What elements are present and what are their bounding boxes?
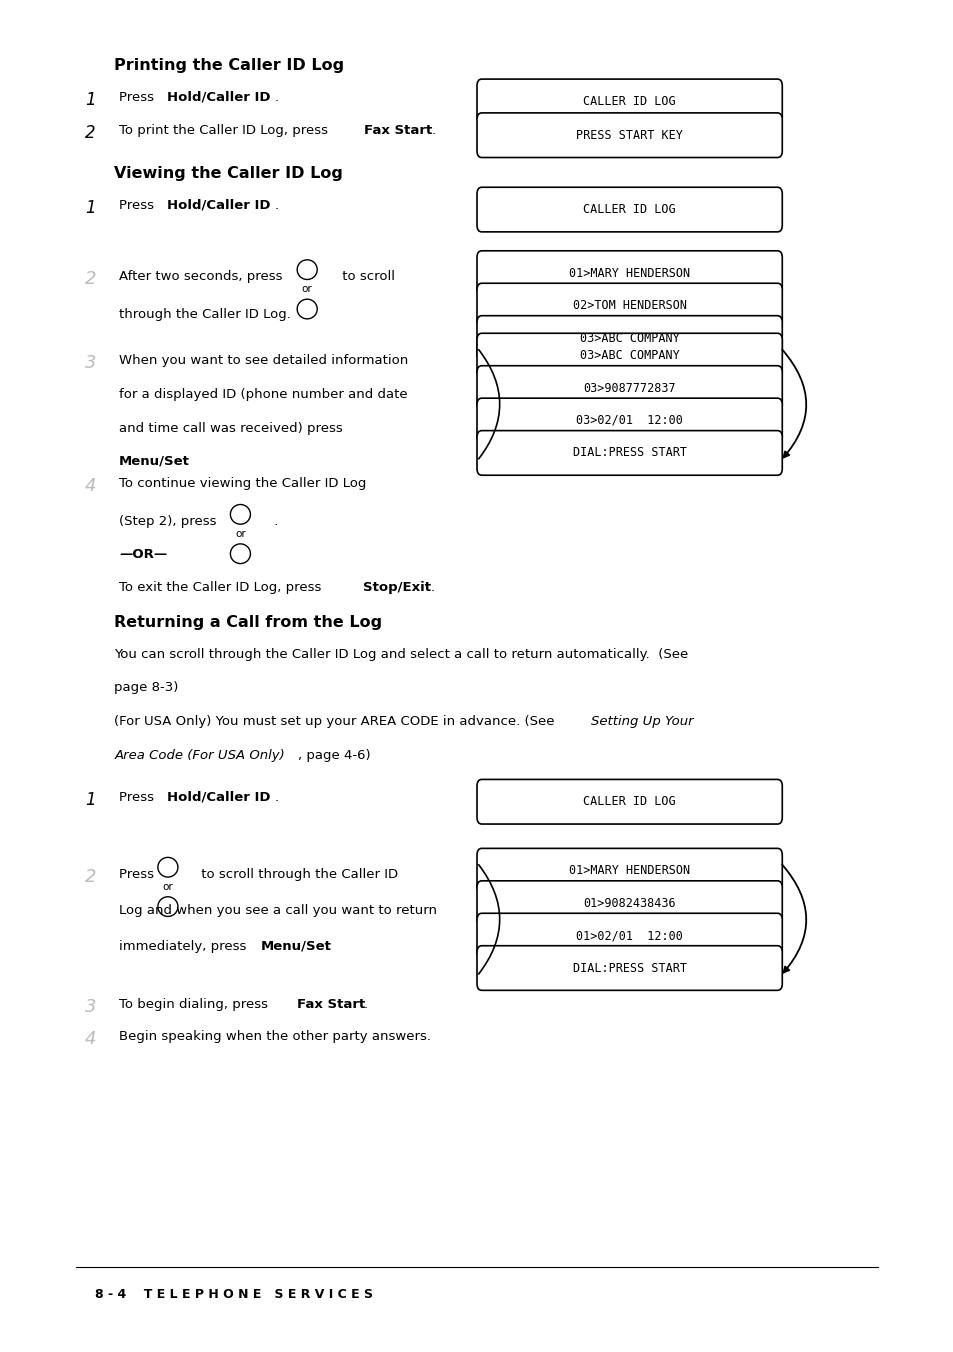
Text: —OR—: —OR— — [119, 548, 168, 561]
Text: 8 - 4    T E L E P H O N E   S E R V I C E S: 8 - 4 T E L E P H O N E S E R V I C E S — [95, 1288, 373, 1302]
FancyBboxPatch shape — [476, 849, 781, 894]
Text: Press: Press — [119, 91, 158, 104]
Ellipse shape — [297, 260, 316, 280]
Text: PRESS START KEY: PRESS START KEY — [576, 128, 682, 142]
Text: Area Code (For USA Only): Area Code (For USA Only) — [114, 749, 285, 763]
Text: 2: 2 — [85, 124, 96, 142]
FancyBboxPatch shape — [476, 333, 781, 379]
Ellipse shape — [157, 857, 177, 877]
Text: or: or — [301, 284, 313, 295]
Text: Returning a Call from the Log: Returning a Call from the Log — [114, 615, 382, 630]
Text: 03>ABC COMPANY: 03>ABC COMPANY — [579, 349, 679, 362]
Text: 01>MARY HENDERSON: 01>MARY HENDERSON — [569, 864, 689, 877]
Text: .: . — [274, 791, 278, 804]
Text: (Step 2), press: (Step 2), press — [119, 515, 216, 529]
Text: Log and when you see a call you want to return: Log and when you see a call you want to … — [119, 904, 436, 918]
Text: You can scroll through the Caller ID Log and select a call to return automatical: You can scroll through the Caller ID Log… — [114, 648, 688, 661]
Text: 2: 2 — [85, 868, 96, 886]
Text: immediately, press: immediately, press — [119, 940, 251, 953]
Text: Hold/Caller ID: Hold/Caller ID — [167, 791, 270, 804]
Ellipse shape — [231, 504, 250, 525]
Text: 3: 3 — [85, 998, 96, 1015]
Text: .: . — [184, 454, 188, 468]
Text: through the Caller ID Log.: through the Caller ID Log. — [119, 308, 291, 322]
Text: or: or — [234, 529, 246, 539]
Text: When you want to see detailed information: When you want to see detailed informatio… — [119, 354, 408, 368]
Text: To continue viewing the Caller ID Log: To continue viewing the Caller ID Log — [119, 477, 366, 491]
Text: 01>9082438436: 01>9082438436 — [582, 896, 676, 910]
Text: DIAL:PRESS START: DIAL:PRESS START — [572, 961, 686, 975]
Text: 2: 2 — [85, 270, 96, 288]
Text: 1: 1 — [85, 199, 96, 216]
Text: to scroll through the Caller ID: to scroll through the Caller ID — [197, 868, 398, 882]
Text: To begin dialing, press: To begin dialing, press — [119, 998, 273, 1011]
Text: Press: Press — [119, 199, 158, 212]
Text: and time call was received) press: and time call was received) press — [119, 422, 343, 435]
FancyBboxPatch shape — [476, 283, 781, 327]
Text: 1: 1 — [85, 791, 96, 808]
Ellipse shape — [297, 299, 316, 319]
Text: 3: 3 — [85, 354, 96, 372]
Text: Hold/Caller ID: Hold/Caller ID — [167, 199, 270, 212]
Text: Menu/Set: Menu/Set — [119, 454, 190, 468]
Text: Printing the Caller ID Log: Printing the Caller ID Log — [114, 58, 344, 73]
FancyBboxPatch shape — [476, 914, 781, 959]
Text: 03>9087772837: 03>9087772837 — [582, 381, 676, 395]
Text: 01>MARY HENDERSON: 01>MARY HENDERSON — [569, 266, 689, 280]
FancyBboxPatch shape — [476, 365, 781, 411]
Text: Press: Press — [119, 868, 158, 882]
Text: .: . — [363, 998, 367, 1011]
Text: 01>02/01  12:00: 01>02/01 12:00 — [576, 929, 682, 942]
Text: Stop/Exit: Stop/Exit — [362, 581, 430, 595]
FancyBboxPatch shape — [476, 946, 781, 991]
Text: To exit the Caller ID Log, press: To exit the Caller ID Log, press — [119, 581, 326, 595]
Text: Viewing the Caller ID Log: Viewing the Caller ID Log — [114, 166, 343, 181]
Text: 4: 4 — [85, 477, 96, 495]
Text: Press: Press — [119, 791, 158, 804]
Text: .: . — [274, 199, 278, 212]
Text: .: . — [274, 91, 278, 104]
Text: Fax Start: Fax Start — [296, 998, 365, 1011]
Text: DIAL:PRESS START: DIAL:PRESS START — [572, 446, 686, 460]
Text: To print the Caller ID Log, press: To print the Caller ID Log, press — [119, 124, 333, 138]
FancyBboxPatch shape — [476, 882, 781, 926]
FancyBboxPatch shape — [476, 187, 781, 233]
Text: (For USA Only) You must set up your AREA CODE in advance. (See: (For USA Only) You must set up your AREA… — [114, 715, 558, 729]
Text: .: . — [431, 124, 435, 138]
Text: , page 4-6): , page 4-6) — [297, 749, 370, 763]
Text: .: . — [324, 940, 328, 953]
Text: 03>ABC COMPANY: 03>ABC COMPANY — [579, 331, 679, 345]
Text: or: or — [162, 882, 173, 892]
Ellipse shape — [157, 896, 177, 917]
Text: Menu/Set: Menu/Set — [260, 940, 331, 953]
FancyBboxPatch shape — [476, 430, 781, 476]
Ellipse shape — [231, 544, 250, 564]
Text: 02>TOM HENDERSON: 02>TOM HENDERSON — [572, 299, 686, 312]
Text: 4: 4 — [85, 1030, 96, 1048]
FancyBboxPatch shape — [476, 779, 781, 825]
Text: CALLER ID LOG: CALLER ID LOG — [582, 95, 676, 108]
FancyBboxPatch shape — [476, 112, 781, 157]
Text: Hold/Caller ID: Hold/Caller ID — [167, 91, 270, 104]
Text: .: . — [430, 581, 434, 595]
Text: page 8-3): page 8-3) — [114, 681, 178, 695]
FancyBboxPatch shape — [476, 397, 781, 443]
Text: Setting Up Your: Setting Up Your — [591, 715, 694, 729]
Text: 1: 1 — [85, 91, 96, 108]
Text: CALLER ID LOG: CALLER ID LOG — [582, 203, 676, 216]
Text: Begin speaking when the other party answers.: Begin speaking when the other party answ… — [119, 1030, 431, 1044]
Text: 03>02/01  12:00: 03>02/01 12:00 — [576, 414, 682, 427]
FancyBboxPatch shape — [476, 316, 781, 360]
Text: Fax Start: Fax Start — [364, 124, 433, 138]
Text: for a displayed ID (phone number and date: for a displayed ID (phone number and dat… — [119, 388, 408, 402]
Text: CALLER ID LOG: CALLER ID LOG — [582, 795, 676, 808]
FancyBboxPatch shape — [476, 250, 781, 295]
Text: to scroll: to scroll — [337, 270, 395, 284]
Text: After two seconds, press: After two seconds, press — [119, 270, 282, 284]
Text: .: . — [270, 515, 278, 529]
FancyBboxPatch shape — [476, 78, 781, 123]
